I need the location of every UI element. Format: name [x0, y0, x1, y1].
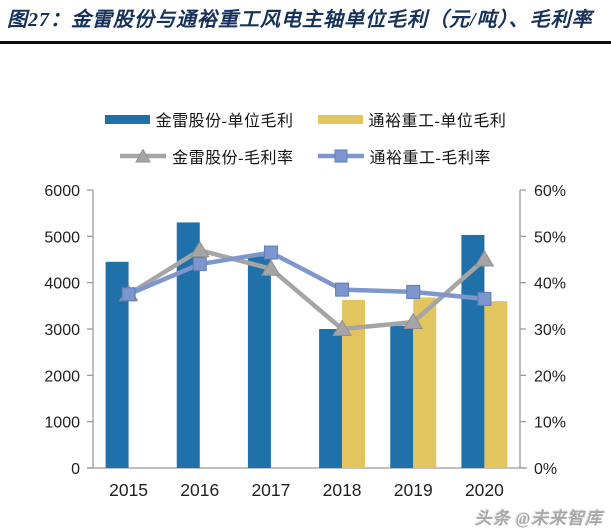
legend-item-jinlei-margin: 金雷股份-毛利率 [120, 144, 293, 168]
legend-row-bars: 金雷股份-单位毛利 通裕重工-单位毛利 [104, 107, 507, 131]
y-axis-left-tick-label: 6000 [44, 183, 80, 200]
bar-tongyu-unit-profit-2018 [342, 299, 366, 468]
jinlei-bar-swatch-icon [104, 114, 150, 124]
bar-tongyu-unit-profit-2020 [484, 301, 508, 468]
chart-legend: 金雷股份-单位毛利 通裕重工-单位毛利 金雷股份-毛利率 通裕重工-毛 [0, 107, 611, 168]
marker-tongyu-margin-2015 [121, 287, 136, 302]
bar-tongyu-unit-profit-2019 [413, 297, 437, 468]
y-axis-right-tick-label: 50% [534, 229, 566, 246]
x-axis-category-label: 2018 [323, 480, 362, 500]
marker-tongyu-margin-2019 [406, 284, 421, 299]
marker-jinlei-margin-2018 [332, 319, 352, 336]
y-axis-left-tick-label: 0 [71, 461, 80, 478]
legend-item-tongyu-unit-profit: 通裕重工-单位毛利 [317, 107, 507, 131]
legend-row-lines: 金雷股份-毛利率 通裕重工-毛利率 [120, 144, 491, 168]
legend-label-tongyu-unit-profit: 通裕重工-单位毛利 [368, 113, 507, 130]
line-jinlei-margin [127, 247, 486, 332]
chart-svg: 0 1000 2000 3000 4000 5000 6000 0% 10% 20% 30% 40% 5… [44, 183, 566, 500]
y-axis-right-tick-label: 10% [534, 415, 566, 432]
figure-header: 图27：金雷股份与通裕重工风电主轴单位毛利（元/吨）、毛利率 [0, 0, 611, 44]
marker-jinlei-margin-2017 [261, 259, 281, 276]
legend-label-jinlei-unit-profit: 金雷股份-单位毛利 [155, 113, 294, 130]
marker-jinlei-margin-2019 [403, 312, 424, 330]
y-axis-left-tick-label: 5000 [44, 229, 80, 246]
y-axis-right-tick-label: 0% [534, 461, 557, 478]
figure-title: 图27：金雷股份与通裕重工风电主轴单位毛利（元/吨）、毛利率 [7, 9, 593, 31]
bar-jinlei-unit-profit-2016 [176, 222, 200, 468]
bar-jinlei-unit-profit-2015 [105, 261, 129, 468]
legend-label-tongyu-margin: 通裕重工-毛利率 [369, 150, 491, 167]
legend-label-jinlei-margin: 金雷股份-毛利率 [172, 150, 294, 167]
marker-tongyu-margin-2018 [335, 282, 350, 297]
tongyu-bar-swatch-icon [317, 114, 363, 124]
legend-item-jinlei-unit-profit: 金雷股份-单位毛利 [104, 107, 294, 131]
watermark: 头条 @未来智库 [474, 509, 603, 528]
y-axis-left-tick-label: 2000 [44, 368, 80, 385]
y-axis-left-tick-label: 3000 [44, 322, 80, 339]
bar-jinlei-unit-profit-2017 [247, 256, 271, 468]
x-axis-category-label: 2019 [394, 480, 433, 500]
jinlei-line-swatch-icon [120, 148, 167, 163]
x-axis-category-label: 2016 [180, 480, 219, 500]
marker-tongyu-margin-2017 [263, 245, 278, 260]
line-tongyu-margin [127, 250, 485, 302]
tongyu-line-swatch-icon [317, 149, 364, 163]
legend-item-tongyu-margin: 通裕重工-毛利率 [317, 144, 491, 168]
y-axis-left-tick-label: 4000 [44, 276, 80, 293]
x-axis-category-label: 2015 [109, 480, 148, 500]
y-axis-right-tick-label: 40% [534, 276, 566, 293]
y-axis-left-tick-label: 1000 [44, 415, 80, 432]
y-axis-right-tick-label: 30% [534, 322, 566, 339]
bar-jinlei-unit-profit-2018 [319, 329, 343, 468]
marker-tongyu-margin-2020 [477, 291, 492, 306]
y-axis-right-tick-label: 60% [534, 183, 566, 200]
y-axis-right-tick-label: 20% [534, 368, 566, 385]
x-axis-category-label: 2017 [251, 480, 290, 500]
marker-jinlei-margin-2016 [189, 240, 210, 258]
marker-jinlei-margin-2020 [474, 250, 495, 267]
bar-jinlei-unit-profit-2019 [390, 325, 414, 468]
marker-tongyu-margin-2016 [192, 257, 207, 272]
x-axis-category-label: 2020 [465, 480, 504, 500]
